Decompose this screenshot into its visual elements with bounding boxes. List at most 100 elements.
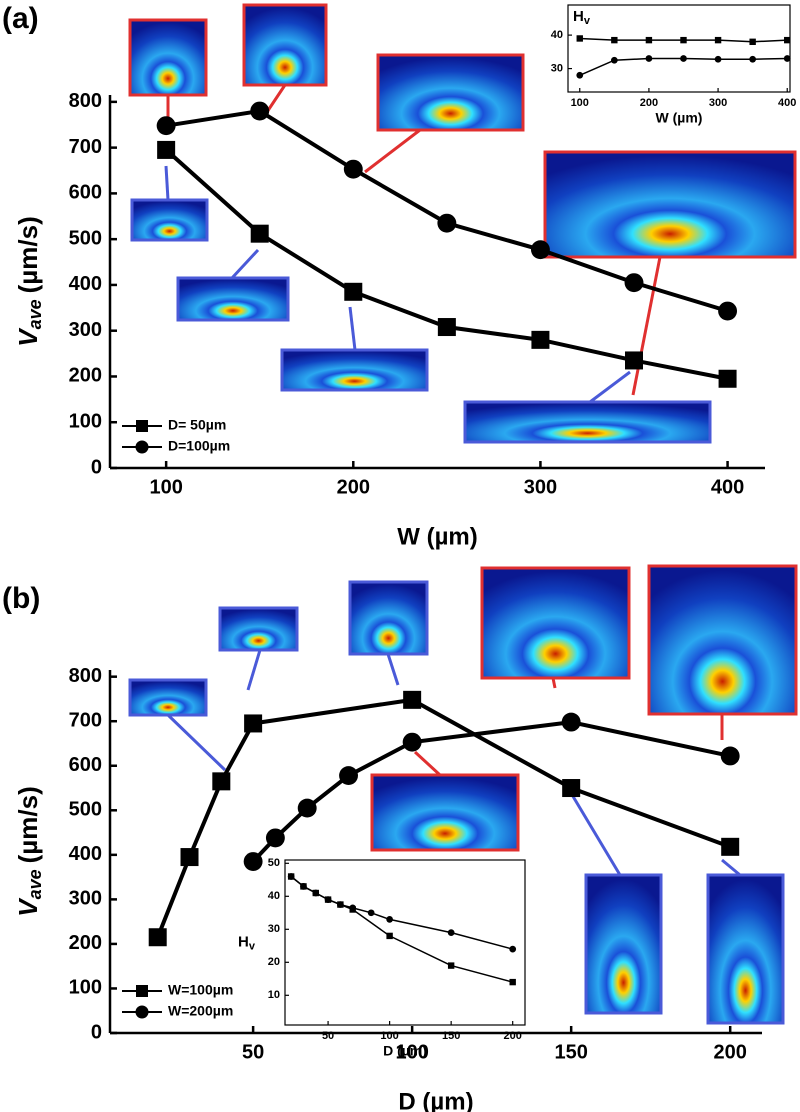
- inset-frame: [567, 4, 791, 93]
- x-tick-label: 200: [714, 1041, 747, 1063]
- marker: [386, 916, 393, 923]
- marker: [250, 224, 269, 243]
- marker: [337, 901, 344, 908]
- x-tick-label: 200: [504, 1030, 522, 1042]
- y-tick-label: 20: [268, 956, 280, 968]
- y-tick-label: 400: [69, 843, 102, 865]
- y-tick-label: 500: [69, 227, 102, 249]
- legend-marker: [135, 440, 149, 454]
- marker: [784, 36, 791, 44]
- x-tick-label: 100: [149, 476, 182, 498]
- connector: [413, 750, 442, 777]
- marker: [287, 873, 295, 880]
- marker: [610, 56, 618, 64]
- y-tick-label: 300: [69, 888, 102, 910]
- connector: [589, 370, 631, 404]
- legend-marker: [135, 1005, 149, 1019]
- y-axis-title: Vave (µm/s): [13, 786, 45, 917]
- field-map: [647, 564, 798, 716]
- y-tick-label: 10: [268, 989, 280, 1001]
- x-tick-label: 100: [395, 1041, 428, 1063]
- y-title-symbol: V: [13, 327, 43, 347]
- y-title-subscript: ave: [25, 299, 45, 329]
- y-tick-label: 600: [69, 182, 102, 204]
- marker: [680, 36, 687, 44]
- legend-label: W=100µm: [168, 982, 233, 998]
- marker: [403, 690, 422, 709]
- marker: [343, 159, 363, 179]
- marker: [300, 883, 307, 890]
- y-tick-label: 700: [69, 710, 102, 732]
- marker: [576, 35, 583, 42]
- x-tick-label: 100: [380, 1030, 398, 1042]
- marker: [531, 330, 550, 349]
- marker: [437, 318, 456, 337]
- legend-label: D= 50µm: [168, 417, 226, 433]
- x-tick-label: 300: [709, 97, 727, 109]
- field-map: [463, 400, 712, 444]
- y-title-symbol: V: [13, 897, 43, 917]
- y-tick-label: 200: [69, 932, 102, 954]
- field-map: [706, 873, 785, 1025]
- x-axis-title: W (µm): [656, 110, 703, 126]
- y-axis-title: Hv: [573, 8, 591, 27]
- legend-marker: [136, 420, 148, 432]
- marker: [437, 213, 457, 233]
- field-map: [218, 606, 299, 652]
- connector: [364, 128, 421, 174]
- marker: [721, 837, 740, 856]
- field-map: [128, 18, 208, 97]
- marker: [212, 772, 231, 791]
- y-tick-label: 800: [69, 90, 102, 112]
- connector: [386, 653, 400, 686]
- connector: [166, 713, 227, 772]
- y-title-symbol: H: [573, 8, 584, 25]
- x-tick-label: 50: [322, 1030, 334, 1042]
- y-tick-label: 100: [69, 977, 102, 999]
- marker: [157, 140, 176, 159]
- marker: [576, 71, 584, 79]
- marker: [625, 351, 643, 370]
- y-title-unit: (µm/s): [13, 216, 43, 293]
- x-tick-label: 400: [778, 97, 796, 109]
- marker: [714, 36, 722, 44]
- y-tick-label: 200: [69, 365, 102, 387]
- legend-label: D=100µm: [168, 438, 230, 454]
- y-tick-label: 300: [69, 319, 102, 341]
- marker: [611, 36, 618, 44]
- x-axis-title: D (µm): [398, 1088, 473, 1112]
- marker: [509, 945, 517, 953]
- marker: [645, 36, 653, 44]
- field-map: [584, 873, 663, 1015]
- y-tick-label: 800: [69, 665, 102, 687]
- x-tick-label: 200: [337, 476, 370, 498]
- connector: [631, 256, 662, 396]
- marker: [324, 896, 332, 903]
- field-map: [176, 276, 290, 322]
- y-axis-title: Vave (µm/s): [13, 216, 45, 347]
- connector: [230, 248, 260, 280]
- y-tick-label: 50: [268, 857, 280, 869]
- field-map: [280, 348, 429, 392]
- marker: [243, 852, 263, 871]
- connector: [551, 677, 557, 689]
- marker: [297, 798, 317, 818]
- marker: [624, 273, 644, 293]
- x-tick-label: 150: [554, 1041, 587, 1063]
- legend-marker: [136, 985, 148, 997]
- marker: [339, 766, 358, 786]
- y-title-subscript: ave: [25, 869, 45, 899]
- marker: [265, 828, 285, 848]
- marker: [447, 929, 455, 936]
- marker: [783, 55, 791, 62]
- marker: [402, 732, 422, 752]
- marker: [386, 932, 393, 940]
- panel-label: (a): [2, 2, 39, 35]
- marker: [718, 369, 737, 388]
- marker: [562, 779, 581, 798]
- marker: [250, 101, 270, 121]
- x-tick-label: 150: [442, 1030, 460, 1042]
- marker: [447, 962, 455, 969]
- panel-label: (b): [2, 582, 40, 615]
- field-map: [348, 580, 429, 656]
